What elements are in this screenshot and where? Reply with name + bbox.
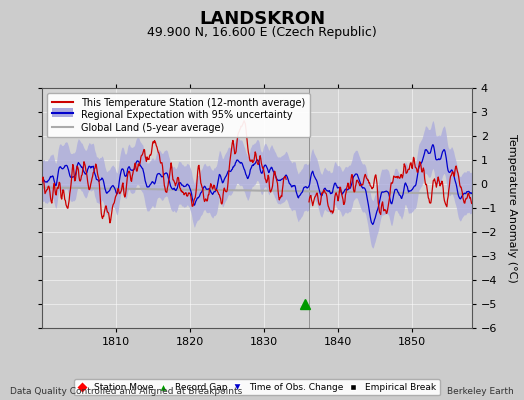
Text: Berkeley Earth: Berkeley Earth [447,387,514,396]
Text: LANDSKRON: LANDSKRON [199,10,325,28]
Legend: Station Move, Record Gap, Time of Obs. Change, Empirical Break: Station Move, Record Gap, Time of Obs. C… [74,379,440,396]
Y-axis label: Temperature Anomaly (°C): Temperature Anomaly (°C) [507,134,517,282]
Text: Data Quality Controlled and Aligned at Breakpoints: Data Quality Controlled and Aligned at B… [10,387,243,396]
Text: 49.900 N, 16.600 E (Czech Republic): 49.900 N, 16.600 E (Czech Republic) [147,26,377,39]
